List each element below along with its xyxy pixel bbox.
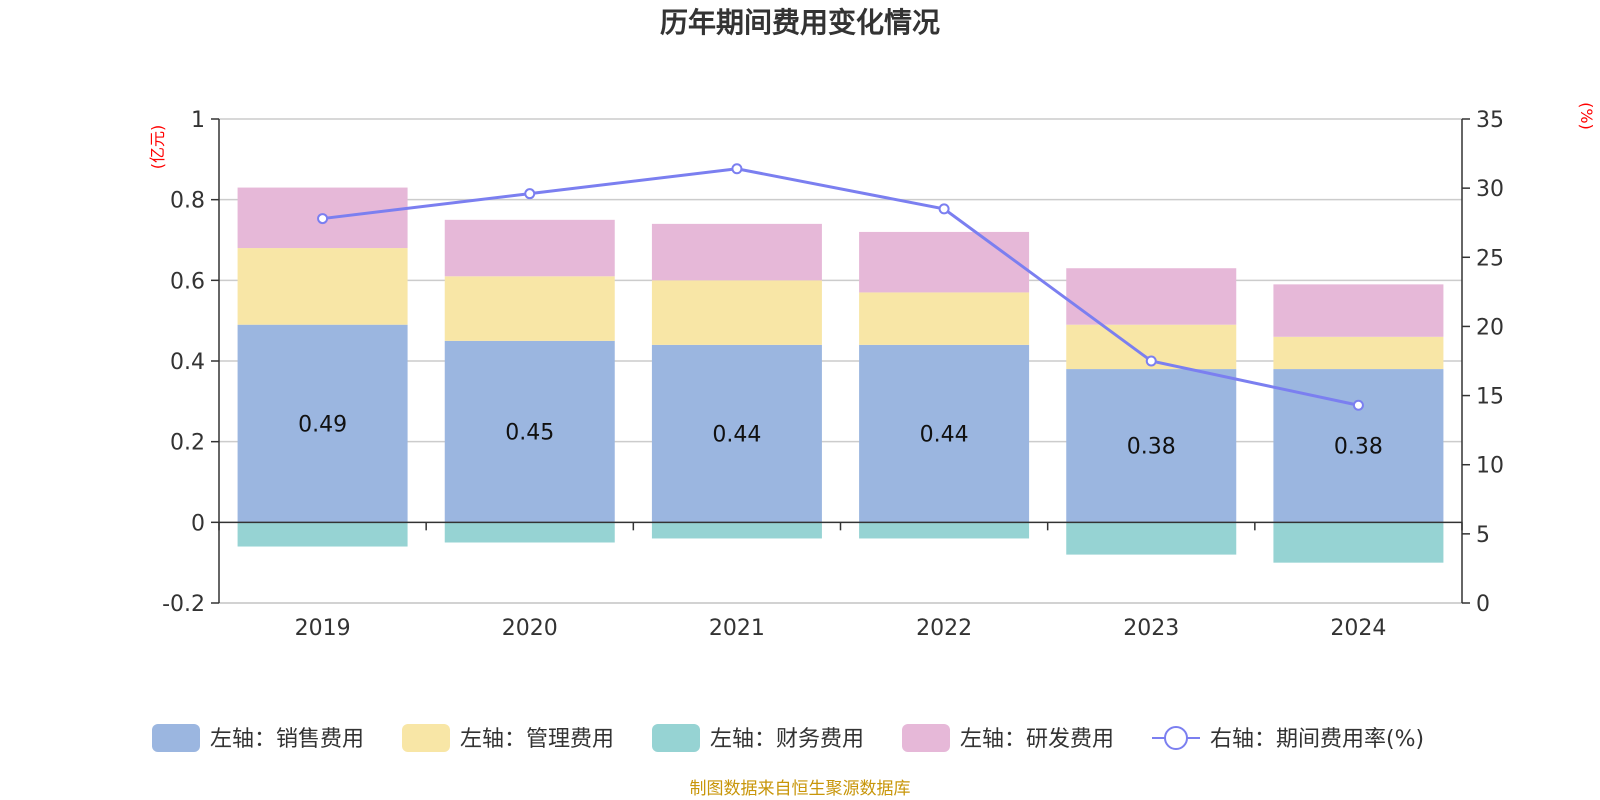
legend-label-finance: 左轴：财务费用	[710, 727, 864, 752]
legend-item-admin: 左轴：管理费用	[402, 724, 614, 752]
rate-point	[1352, 399, 1364, 411]
bar-value-label: 0.44	[712, 423, 761, 448]
bar-admin-2021	[651, 280, 822, 345]
legend-label-sales: 左轴：销售费用	[210, 727, 364, 752]
source-note: 制图数据来自恒生聚源数据库	[690, 779, 911, 799]
left-tick-label: -0.2	[162, 592, 205, 617]
bar-admin-2022	[859, 292, 1030, 345]
right-tick-label: 35	[1476, 108, 1504, 133]
grid-lines	[219, 118, 1462, 604]
rate-point	[524, 188, 536, 200]
bar-sales-2022	[859, 344, 1030, 523]
legend-label-rate: 右轴：期间费用率(%)	[1210, 727, 1424, 752]
left-tick-label: 0.8	[170, 189, 205, 214]
rate-point	[731, 163, 743, 175]
bar-finance-2024	[1273, 522, 1444, 563]
bar-admin-2019	[237, 248, 408, 325]
bar-labels: 0.49 0.45 0.44 0.44 0.38 0.38	[298, 413, 1383, 460]
bar-admin-2024	[1273, 336, 1444, 370]
bar-sales-2023	[1066, 369, 1237, 523]
legend-item-sales: 左轴：销售费用	[152, 724, 364, 752]
bar-rd-2024	[1273, 284, 1444, 337]
legend-label-rd: 左轴：研发费用	[960, 727, 1114, 752]
legend-swatch-sales	[152, 724, 200, 752]
legend-swatch-admin	[402, 724, 450, 752]
rate-line	[317, 163, 1364, 411]
bar-rd-2022	[859, 231, 1030, 293]
left-tick-label: 0.6	[170, 269, 205, 294]
x-tick-label: 2022	[916, 616, 972, 641]
legend-item-finance: 左轴：财务费用	[652, 724, 864, 752]
bar-sales-2020	[444, 340, 615, 523]
right-tick-label: 10	[1476, 454, 1504, 479]
legend-label-admin: 左轴：管理费用	[460, 727, 614, 752]
left-tick-label: 0.2	[170, 431, 205, 456]
legend-item-rate: 右轴：期间费用率(%)	[1152, 726, 1424, 752]
x-tick-label: 2024	[1330, 616, 1386, 641]
legend-marker-rate	[1164, 726, 1188, 750]
rate-point	[1145, 355, 1157, 367]
right-tick-label: 25	[1476, 246, 1504, 271]
bar-rd-2020	[444, 219, 615, 277]
rate-point	[317, 213, 329, 225]
bar-sales-2021	[651, 344, 822, 523]
x-tick-label: 2021	[709, 616, 765, 641]
right-tick-label: 0	[1476, 592, 1490, 617]
bar-value-label: 0.49	[298, 413, 347, 438]
bar-value-label: 0.45	[505, 421, 554, 446]
bar-value-label: 0.44	[920, 423, 969, 448]
legend-item-rd: 左轴：研发费用	[902, 724, 1114, 752]
rate-line-path	[322, 167, 1359, 407]
right-axis-unit: (%)	[1577, 102, 1596, 130]
bar-finance-2021	[651, 522, 822, 539]
bars	[237, 187, 1444, 563]
x-tick-label: 2020	[502, 616, 558, 641]
rate-point	[938, 203, 950, 215]
x-tick-label: 2019	[295, 616, 351, 641]
bar-admin-2020	[444, 276, 615, 341]
bar-finance-2022	[859, 522, 1030, 539]
legend-swatch-rd	[902, 724, 950, 752]
left-tick-label: 0	[191, 511, 205, 536]
right-tick-label: 30	[1476, 177, 1504, 202]
right-tick-label: 5	[1476, 523, 1490, 548]
x-tick-label: 2023	[1123, 616, 1179, 641]
right-tick-label: 15	[1476, 385, 1504, 410]
legend: 左轴：销售费用 左轴：管理费用 左轴：财务费用 左轴：研发费用 右轴：期间费用率(%)	[152, 724, 1424, 752]
bar-finance-2020	[444, 522, 615, 543]
left-tick-label: 1	[191, 108, 205, 133]
bar-sales-2019	[237, 324, 408, 523]
left-tick-label: 0.4	[170, 350, 205, 375]
right-tick-label: 20	[1476, 315, 1504, 340]
legend-swatch-finance	[652, 724, 700, 752]
left-axis-unit: (亿元)	[148, 125, 167, 170]
bar-rd-2023	[1066, 268, 1237, 325]
bar-rd-2021	[651, 223, 822, 281]
bar-finance-2023	[1066, 522, 1237, 555]
bar-finance-2019	[237, 522, 408, 547]
chart-title: 历年期间费用变化情况	[660, 6, 940, 39]
bar-value-label: 0.38	[1334, 435, 1383, 460]
bar-value-label: 0.38	[1127, 435, 1176, 460]
